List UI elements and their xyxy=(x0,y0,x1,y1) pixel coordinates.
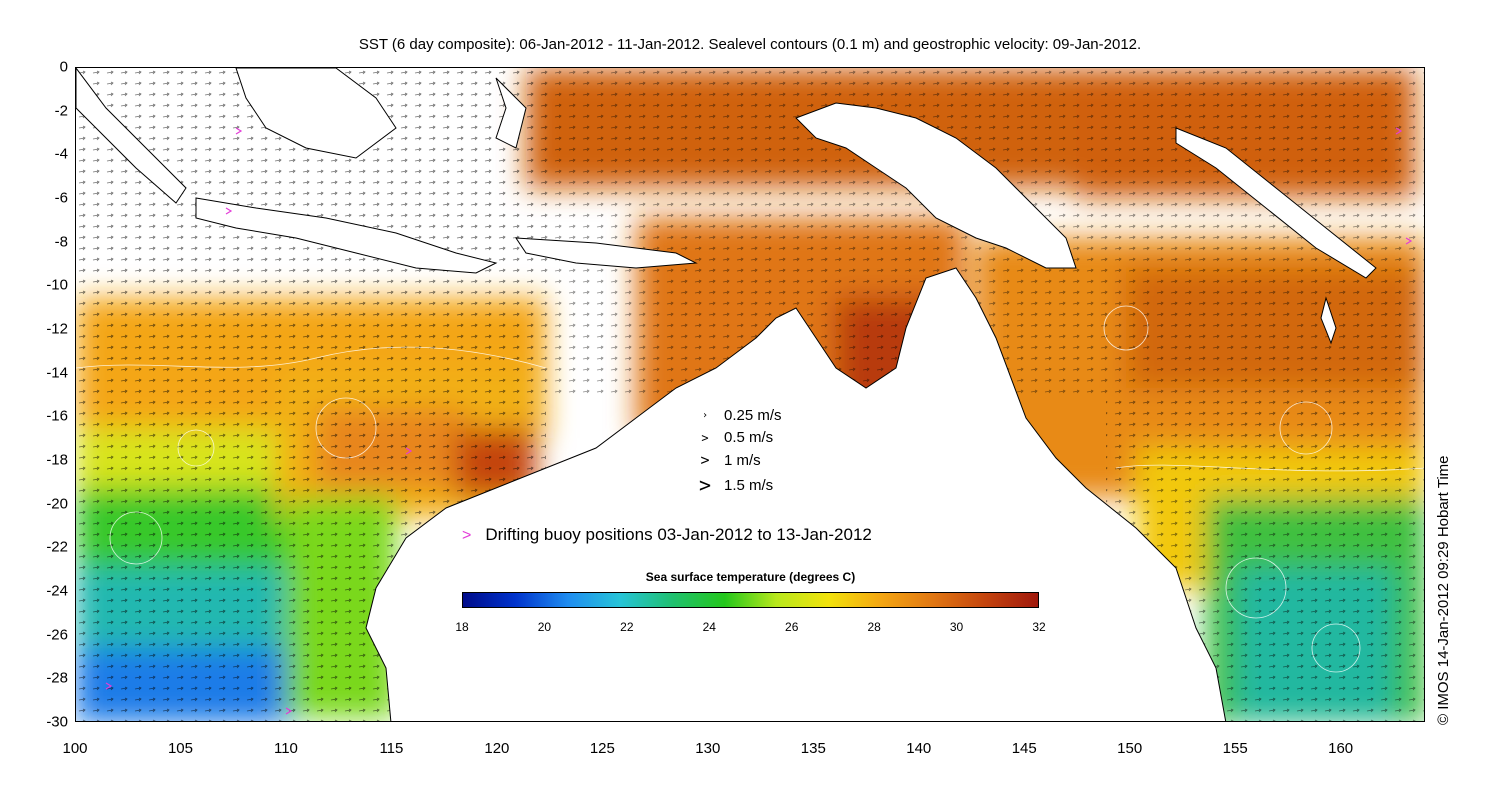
y-tick-label: -24 xyxy=(46,582,68,600)
x-tick-label: 130 xyxy=(695,740,721,757)
y-tick-label: -4 xyxy=(54,145,68,163)
colorbar-tick-label: 20 xyxy=(537,620,552,634)
velocity-arrow-icon: > xyxy=(698,473,712,497)
x-tick-label: 110 xyxy=(273,740,298,757)
y-tick-label: -22 xyxy=(46,538,68,556)
colorbar-tick-label: 32 xyxy=(1032,620,1046,634)
y-tick-label: -18 xyxy=(46,451,68,469)
colorbar-tick-label: 22 xyxy=(620,620,634,634)
x-tick-label: 160 xyxy=(1328,740,1354,757)
x-tick-label: 135 xyxy=(800,740,826,757)
y-tick-label: -26 xyxy=(46,626,68,644)
x-tick-label: 155 xyxy=(1222,740,1248,757)
y-tick-label: -16 xyxy=(46,407,68,425)
colorbar-tick-label: 26 xyxy=(785,620,799,634)
y-tick-label: -10 xyxy=(46,276,68,294)
buoy-legend-label: Drifting buoy positions 03-Jan-2012 to 1… xyxy=(485,525,872,544)
y-tick-label: -6 xyxy=(54,189,68,207)
velocity-legend-row: >1.5 m/s xyxy=(690,473,773,497)
velocity-legend-label: 1.5 m/s xyxy=(724,476,774,494)
sst-map xyxy=(75,67,1425,722)
velocity-legend-label: 1 m/s xyxy=(724,451,761,469)
x-tick-label: 105 xyxy=(167,740,193,757)
buoy-markers xyxy=(105,127,1413,715)
velocity-legend-label: 0.25 m/s xyxy=(724,407,782,424)
velocity-legend-row: >0.5 m/s xyxy=(690,429,773,446)
y-tick-label: -20 xyxy=(46,495,68,513)
colorbar xyxy=(462,592,1039,608)
x-tick-label: 120 xyxy=(484,740,510,757)
velocity-legend-row: › 0.25 m/s xyxy=(690,407,782,424)
vanuatu-land xyxy=(1320,296,1337,345)
x-tick-label: 125 xyxy=(589,740,615,757)
imos-credit: © IMOS 14-Jan-2012 09:29 Hobart Time xyxy=(1435,455,1452,725)
x-tick-label: 145 xyxy=(1011,740,1037,757)
x-tick-label: 100 xyxy=(62,740,88,757)
colorbar-tick-label: 18 xyxy=(455,620,469,634)
new-guinea-land xyxy=(795,102,1077,269)
sulawesi-land xyxy=(495,77,527,149)
y-tick-label: -8 xyxy=(54,233,68,251)
buoy-legend: > Drifting buoy positions 03-Jan-2012 to … xyxy=(462,525,872,545)
colorbar-tick-label: 30 xyxy=(949,620,964,634)
y-tick-label: -2 xyxy=(54,102,68,120)
y-tick-label: 0 xyxy=(59,58,68,76)
x-tick-label: 115 xyxy=(379,740,404,757)
x-tick-label: 150 xyxy=(1117,740,1143,757)
borneo-land xyxy=(235,68,397,159)
islands-land xyxy=(515,237,698,269)
colorbar-title: Sea surface temperature (degrees C) xyxy=(645,570,856,584)
velocity-legend-row: >1 m/s xyxy=(690,451,761,469)
velocity-arrow-icon: > xyxy=(700,451,710,469)
y-tick-label: -12 xyxy=(46,320,68,338)
y-tick-label: -30 xyxy=(46,713,68,731)
velocity-arrow-icon: > xyxy=(701,430,709,445)
y-tick-label: -28 xyxy=(46,669,68,687)
sumatra-land xyxy=(76,68,187,204)
y-tick-label: -14 xyxy=(46,364,68,382)
velocity-arrow-icon: › xyxy=(701,410,709,421)
solomon-land xyxy=(1175,127,1377,279)
buoy-marker-icon: > xyxy=(462,527,472,544)
colorbar-tick-label: 24 xyxy=(702,620,716,634)
java-land xyxy=(195,197,498,274)
x-tick-label: 140 xyxy=(906,740,932,757)
map-title: SST (6 day composite): 06-Jan-2012 - 11-… xyxy=(358,36,1142,53)
velocity-legend-label: 0.5 m/s xyxy=(724,429,774,446)
sealevel-contours xyxy=(76,305,1424,673)
colorbar-tick-label: 28 xyxy=(867,620,881,634)
